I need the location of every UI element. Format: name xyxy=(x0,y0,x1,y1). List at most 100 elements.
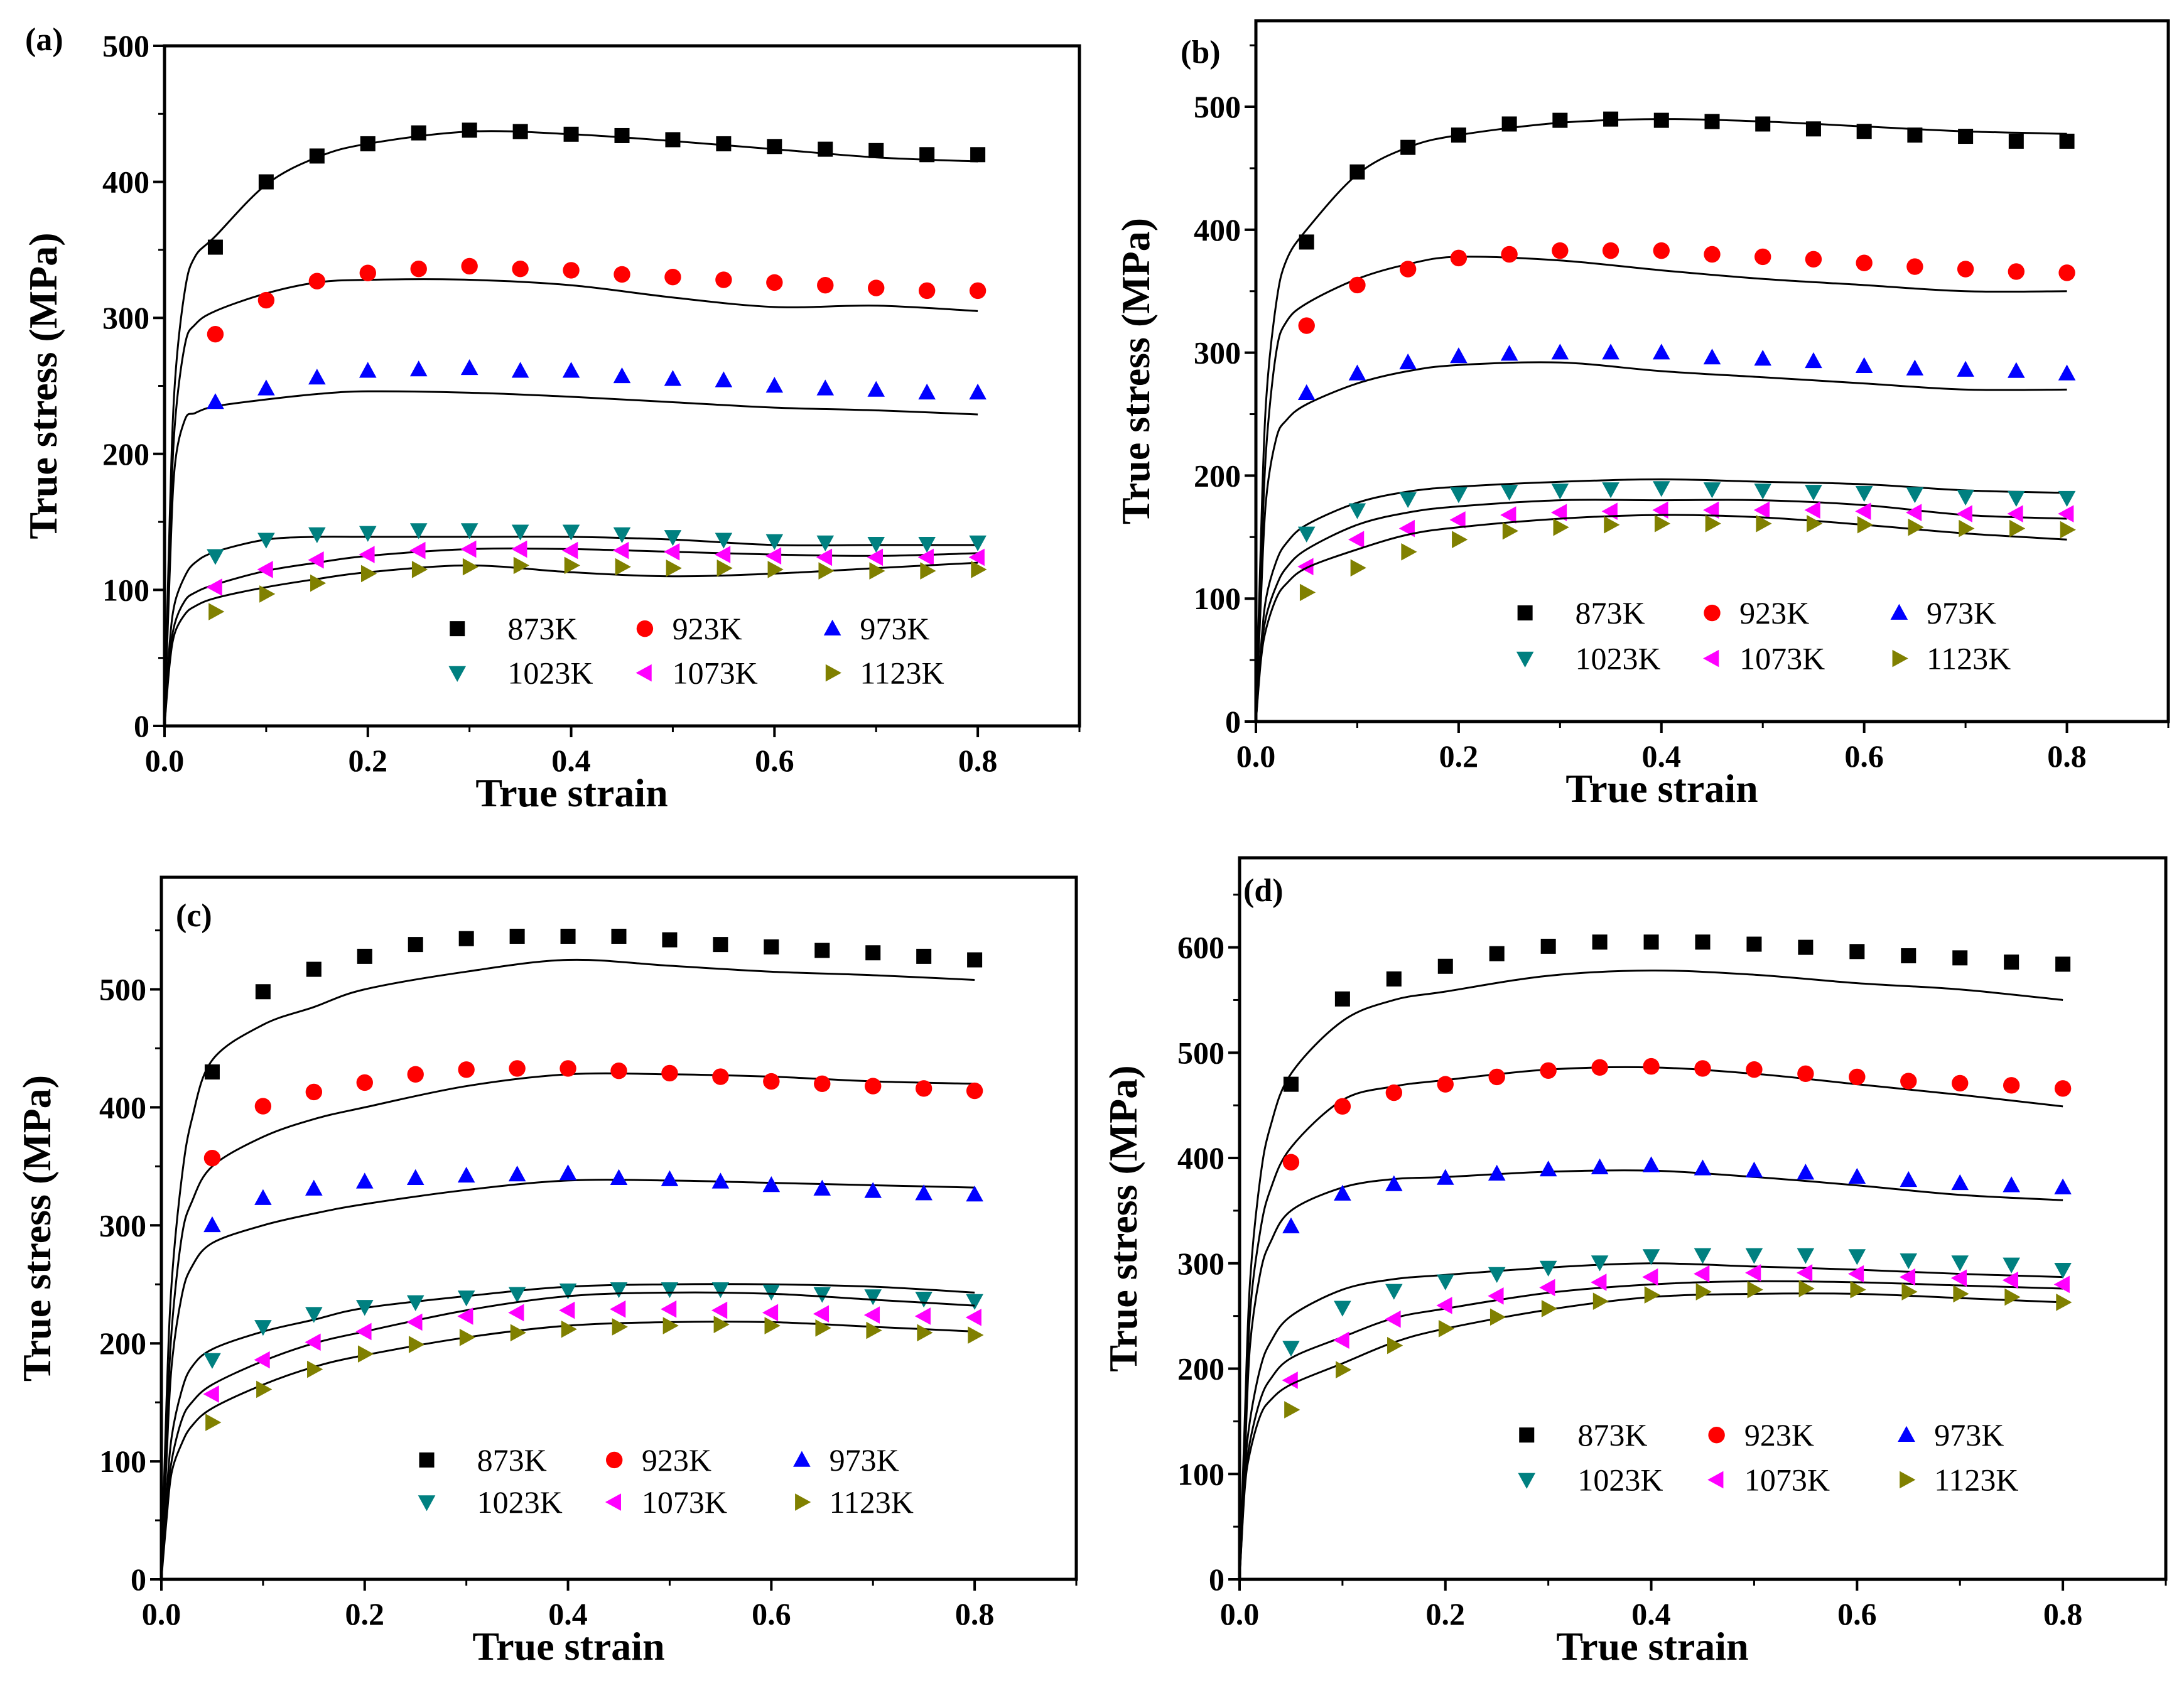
x-tick-label: 0.6 xyxy=(752,1596,791,1631)
x-tick-label: 0.4 xyxy=(1631,1596,1671,1631)
triangle-up-marker xyxy=(711,1172,730,1189)
triangle-left-marker xyxy=(308,551,324,569)
legend-label: 873K xyxy=(507,611,577,646)
markers-1073K xyxy=(203,1300,981,1403)
circle-marker xyxy=(606,1451,623,1469)
triangle-up-marker xyxy=(915,1184,933,1201)
legend-item-973K: 973K xyxy=(793,1442,899,1478)
markers-1023K xyxy=(203,1282,983,1369)
triangle-up-marker xyxy=(305,1179,323,1196)
triangle-up-marker xyxy=(1652,343,1670,360)
triangle-right-marker xyxy=(612,1318,628,1336)
x-tick-label: 0.8 xyxy=(2043,1596,2083,1631)
square-marker xyxy=(716,136,732,151)
square-marker xyxy=(258,174,274,190)
triangle-right-marker xyxy=(767,561,784,578)
legend-item-1073K: 1073K xyxy=(635,656,758,691)
y-tick-label: 200 xyxy=(1177,1351,1224,1387)
triangle-up-marker xyxy=(1348,364,1366,381)
triangle-right-marker xyxy=(1350,559,1366,577)
y-tick-label: 300 xyxy=(1177,1246,1224,1281)
triangle-left-marker xyxy=(867,548,884,566)
circle-marker xyxy=(868,279,885,296)
markers-973K xyxy=(207,359,987,409)
panel-label: (d) xyxy=(1243,873,1284,909)
triangle-down-marker xyxy=(1282,1341,1300,1357)
y-tick-label: 400 xyxy=(1177,1140,1224,1176)
square-marker xyxy=(360,136,376,151)
y-tick-label: 100 xyxy=(1177,1456,1224,1491)
square-marker xyxy=(512,124,528,139)
y-tick-label: 200 xyxy=(102,436,149,472)
triangle-up-marker xyxy=(1745,1161,1763,1177)
triangle-down-marker xyxy=(1642,1249,1660,1265)
circle-marker xyxy=(203,1150,221,1167)
circle-marker xyxy=(359,264,376,281)
circle-marker xyxy=(563,262,580,279)
triangle-left-marker xyxy=(1694,1265,1710,1283)
triangle-down-marker xyxy=(460,523,478,539)
triangle-left-marker xyxy=(1707,1471,1724,1489)
legend-item-873K: 873K xyxy=(450,611,577,646)
triangle-right-marker xyxy=(459,1329,476,1346)
triangle-down-marker xyxy=(1957,489,1974,506)
triangle-left-marker xyxy=(2053,1275,2070,1294)
triangle-down-marker xyxy=(915,1292,933,1308)
legend-label: 1023K xyxy=(1576,641,1661,676)
square-marker xyxy=(1517,605,1533,621)
markers-1123K xyxy=(1284,1280,2072,1419)
triangle-right-marker xyxy=(259,585,276,603)
square-marker xyxy=(614,127,630,143)
triangle-down-marker xyxy=(409,523,428,539)
circle-marker xyxy=(1754,248,1771,266)
circle-marker xyxy=(1849,1068,1866,1086)
triangle-down-marker xyxy=(254,1320,272,1336)
triangle-right-marker xyxy=(716,559,733,577)
triangle-up-marker xyxy=(559,1164,577,1181)
triangle-down-marker xyxy=(762,1284,781,1301)
y-tick-label: 100 xyxy=(1194,581,1241,616)
triangle-left-marker xyxy=(605,1493,622,1511)
circle-marker xyxy=(915,1080,933,1097)
y-tick-label: 300 xyxy=(1194,335,1241,371)
legend-label: 923K xyxy=(1739,595,1809,630)
triangle-right-marker xyxy=(920,562,936,580)
triangle-left-marker xyxy=(1449,511,1466,529)
triangle-up-marker xyxy=(1399,353,1417,370)
triangle-right-marker xyxy=(1959,519,1975,538)
curve-873K xyxy=(160,958,975,1580)
triangle-up-marker xyxy=(816,379,835,396)
triangle-down-marker xyxy=(765,534,784,550)
y-axis-title: True stress (MPa) xyxy=(1101,1065,1145,1371)
markers-1123K xyxy=(1299,514,2076,602)
triangle-right-marker xyxy=(561,1320,577,1338)
x-tick-label: 0.4 xyxy=(1642,738,1682,774)
triangle-down-marker xyxy=(359,526,377,542)
triangle-down-marker xyxy=(1436,1274,1454,1290)
y-axis-title: True stress (MPa) xyxy=(21,232,65,539)
triangle-up-marker xyxy=(1488,1164,1506,1181)
triangle-left-marker xyxy=(1753,501,1770,519)
square-marker xyxy=(970,147,986,163)
triangle-up-marker xyxy=(1500,345,1518,361)
triangle-right-marker xyxy=(1900,1471,1916,1489)
triangle-right-marker xyxy=(1604,516,1620,534)
markers-973K xyxy=(203,1164,983,1233)
circle-marker xyxy=(461,257,478,275)
legend-label: 873K xyxy=(477,1442,547,1478)
triangle-right-marker xyxy=(411,561,428,578)
circle-marker xyxy=(817,277,834,294)
square-marker xyxy=(411,125,426,141)
triangle-left-marker xyxy=(1297,558,1314,576)
triangle-up-marker xyxy=(1703,349,1721,365)
triangle-left-marker xyxy=(610,1300,626,1318)
triangle-right-marker xyxy=(1336,1361,1352,1379)
triangle-down-marker xyxy=(1951,1255,1969,1272)
y-tick-label: 500 xyxy=(102,28,149,63)
triangle-down-marker xyxy=(969,535,987,551)
circle-marker xyxy=(305,1083,323,1101)
triangle-right-marker xyxy=(357,1345,374,1363)
triangle-right-marker xyxy=(1387,1336,1403,1355)
legend-item-1123K: 1123K xyxy=(1900,1462,2019,1497)
y-tick-label: 500 xyxy=(99,972,146,1007)
